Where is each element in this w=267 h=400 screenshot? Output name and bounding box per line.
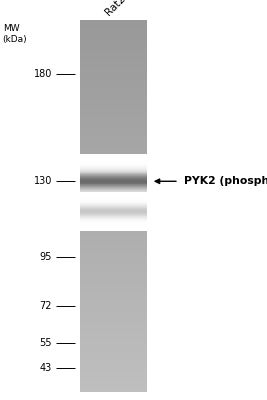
Bar [80,181,147,182]
Bar [80,158,147,159]
Bar [80,203,147,204]
Bar [80,217,147,218]
Bar [80,168,147,169]
Text: 43: 43 [40,363,52,373]
Bar [80,198,147,199]
Bar [80,221,147,222]
Text: 180: 180 [34,69,52,79]
Bar [80,196,147,197]
Bar [80,169,147,170]
Bar [80,199,147,200]
Bar [80,182,147,183]
Bar [80,210,147,211]
Bar [80,165,147,166]
Bar [80,190,147,191]
Bar [80,156,147,157]
Bar [80,229,147,230]
Bar [80,201,147,202]
Bar [80,196,147,197]
Bar [80,179,147,180]
Bar [80,202,147,203]
Bar [80,194,147,195]
Bar [80,159,147,160]
Bar [80,192,147,193]
Bar [80,171,147,172]
Text: PYK2 (phosphoTyr402): PYK2 (phosphoTyr402) [184,176,267,186]
Bar [80,174,147,175]
Bar [80,203,147,204]
Bar [80,204,147,205]
Bar [80,160,147,161]
Bar [80,197,147,198]
Bar [80,213,147,214]
Bar [80,166,147,167]
Bar [80,219,147,220]
Bar [80,224,147,225]
Bar [80,209,147,210]
Text: 130: 130 [34,176,52,186]
Bar [80,204,147,205]
Bar [80,194,147,196]
Bar [80,180,147,181]
Bar [80,155,147,156]
Bar [80,220,147,221]
Bar [80,214,147,215]
Bar [80,216,147,217]
Bar [80,193,147,194]
Bar [80,183,147,184]
Bar [80,164,147,165]
Bar [80,208,147,209]
Bar [80,189,147,190]
Bar [80,186,147,187]
Bar [80,211,147,212]
Bar [80,206,147,207]
Bar [80,198,147,199]
Bar [80,163,147,164]
Bar [80,184,147,186]
Bar [80,222,147,223]
Bar [80,212,147,213]
Bar [80,207,147,208]
Bar [80,202,147,203]
Bar [80,191,147,192]
Bar [80,188,147,189]
Bar [80,200,147,201]
Bar [80,195,147,196]
Bar [80,223,147,224]
Text: 55: 55 [40,338,52,348]
Bar [80,206,147,208]
Bar [80,218,147,219]
Bar [80,170,147,171]
Bar [80,200,147,201]
Bar [80,199,147,200]
Bar [80,228,147,229]
Bar [80,197,147,198]
Bar [80,205,147,206]
Bar [80,177,147,178]
Bar [80,225,147,226]
Bar [80,215,147,216]
Bar [80,161,147,162]
Text: 95: 95 [40,252,52,262]
Bar [80,157,147,158]
Bar [80,176,147,177]
Bar [80,167,147,168]
Bar [80,193,147,194]
Text: MW
(kDa): MW (kDa) [3,24,27,44]
Bar [80,205,147,206]
Bar [80,172,147,174]
Bar [80,175,147,176]
Bar [80,230,147,231]
Text: 72: 72 [40,301,52,311]
Bar [80,154,147,155]
Bar [80,201,147,202]
Bar [80,162,147,163]
Bar [80,226,147,227]
Bar [80,227,147,228]
Bar [80,187,147,188]
Text: Rat2: Rat2 [104,0,128,18]
Bar [80,178,147,179]
Bar [80,192,147,193]
